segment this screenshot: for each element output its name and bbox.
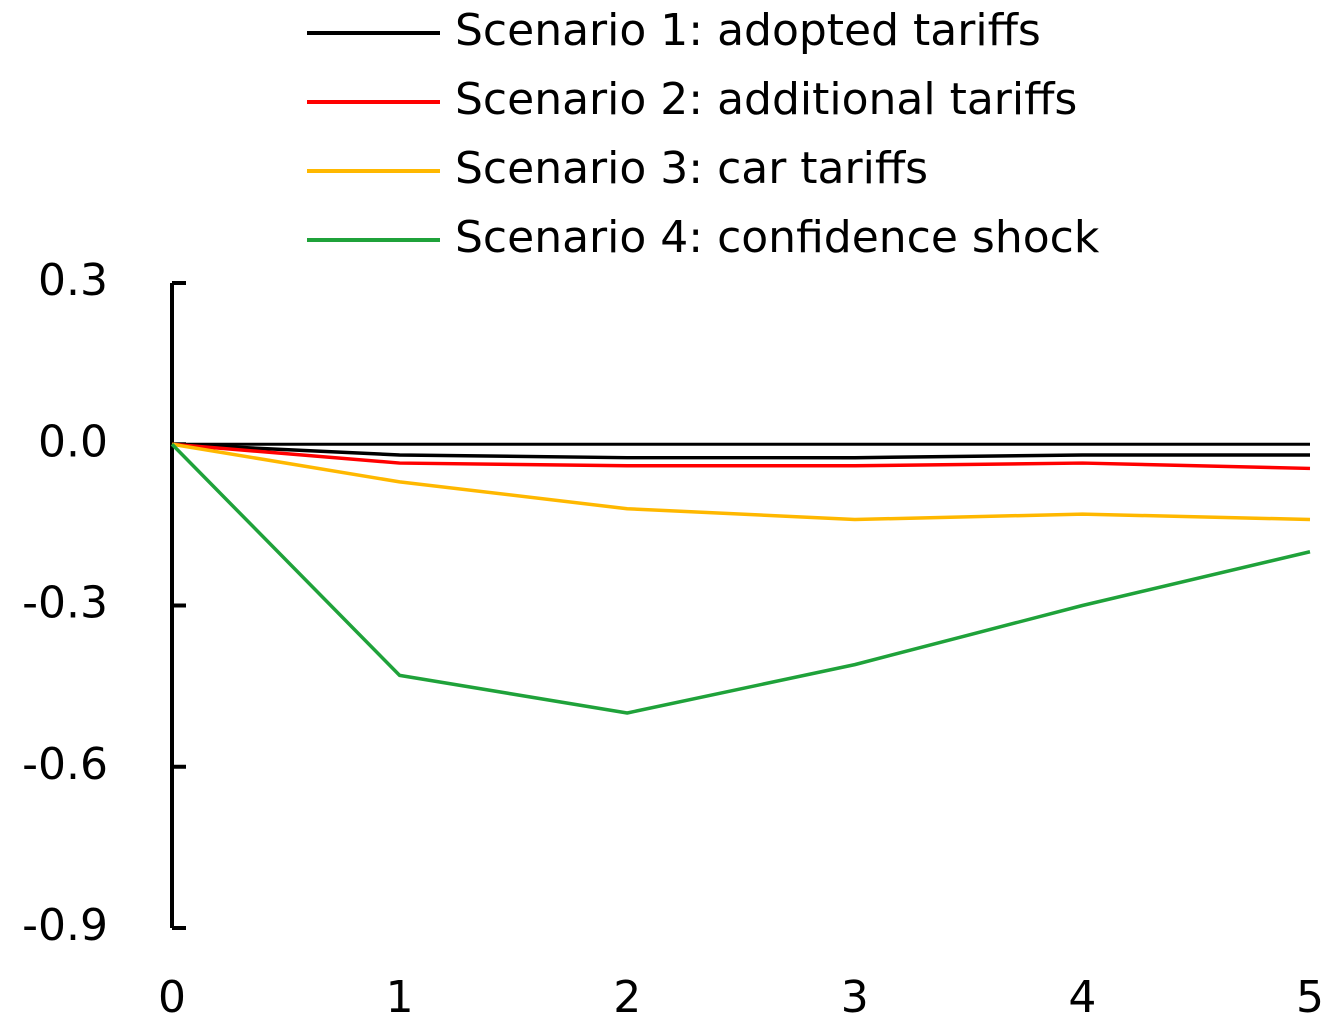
y-tick-label: -0.9 [22,900,108,951]
legend-label: Scenario 1: adopted tariffs [455,5,1041,56]
y-tick-label: -0.6 [22,739,108,790]
series-line [170,443,1311,715]
legend-label: Scenario 3: car tariffs [455,143,928,194]
x-tick-label: 1 [386,972,414,1023]
x-tick-label: 4 [1068,972,1096,1023]
x-tick-label: 2 [613,972,641,1023]
series-line [171,442,1311,471]
legend-label: Scenario 2: additional tariffs [455,74,1077,125]
series-line [171,442,1310,460]
series-line [171,442,1311,522]
y-tick-label: 0.0 [38,416,108,467]
x-tick-label: 3 [841,972,869,1023]
legend-label: Scenario 4: confidence shock [455,212,1100,263]
x-tick-label: 0 [158,972,186,1023]
y-tick-label: 0.3 [38,255,108,306]
x-tick-label: 5 [1296,972,1324,1023]
y-tick-label: -0.3 [22,578,108,629]
